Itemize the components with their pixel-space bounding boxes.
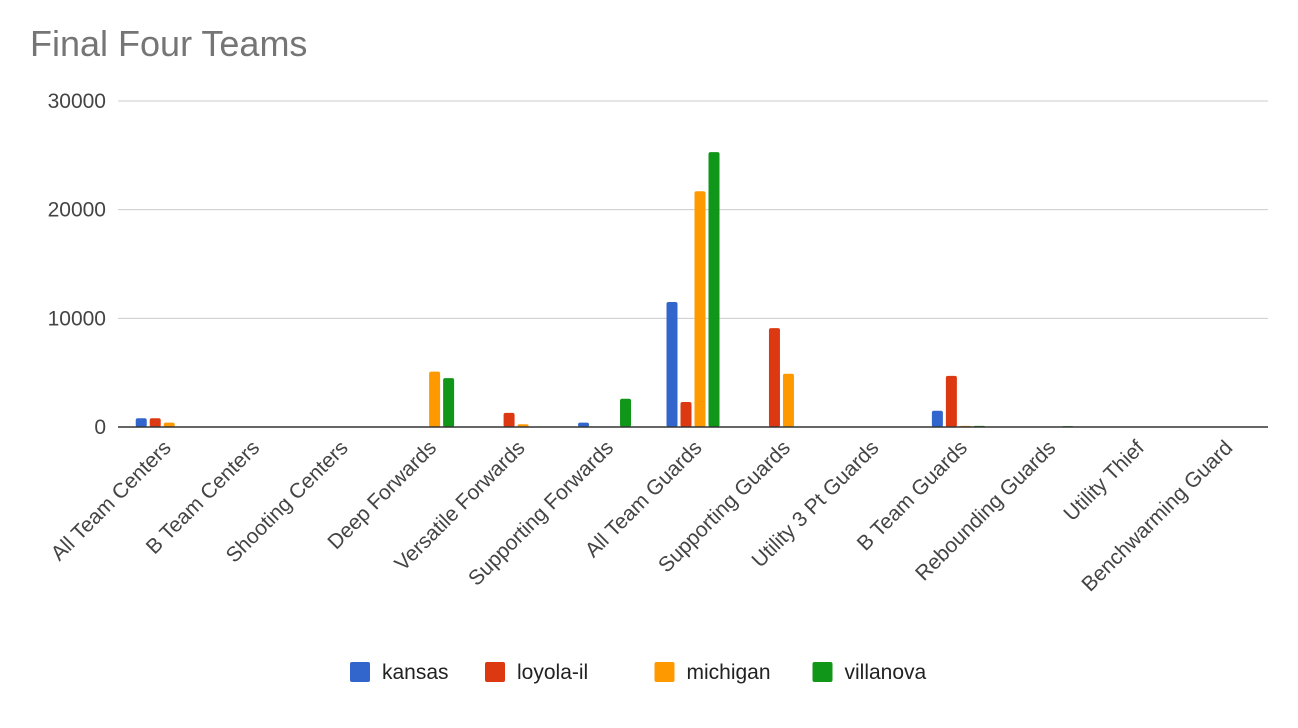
bar-villanova (443, 378, 455, 427)
legend-swatch (812, 662, 833, 682)
bar-loyola-il (149, 418, 161, 427)
y-tick-label: 10000 (48, 307, 106, 330)
x-tick-label: Benchwarming Guard (1077, 436, 1237, 596)
bar-villanova (708, 152, 720, 427)
bar-kansas (666, 302, 678, 427)
bar-michigan (429, 371, 441, 427)
bar-michigan (782, 373, 794, 427)
legend-item-loyola-il[interactable]: loyola-il (485, 661, 588, 684)
bar-michigan (694, 191, 706, 427)
legend-label: villanova (845, 661, 927, 684)
gridlines (118, 100, 1268, 319)
legend-label: kansas (382, 661, 449, 684)
bar-kansas (578, 422, 590, 427)
y-tick-label: 30000 (48, 90, 106, 113)
y-tick-label: 20000 (48, 199, 106, 222)
bar-loyola-il (503, 412, 515, 427)
legend: kansas loyola-il michigan villanova (350, 661, 927, 684)
bar-loyola-il (768, 328, 780, 427)
y-tick-label: 0 (94, 416, 106, 439)
legend-item-villanova[interactable]: villanova (812, 661, 927, 684)
y-axis-ticks: 0 10000 20000 30000 (48, 90, 106, 439)
x-tick-label: Utility Thief (1059, 436, 1149, 526)
legend-swatch (350, 662, 370, 682)
bar-michigan (163, 422, 175, 427)
bar-kansas (135, 418, 147, 427)
legend-label: loyola-il (517, 661, 588, 684)
bars (135, 152, 1074, 428)
bar-villanova (620, 398, 632, 427)
chart-title: Final Four Teams (30, 23, 307, 64)
bar-kansas (931, 410, 943, 427)
legend-label: michigan (687, 661, 771, 684)
bar-loyola-il (680, 402, 692, 427)
x-tick-label: Supporting Forwards (464, 436, 618, 590)
bar-loyola-il (945, 375, 957, 427)
legend-item-kansas[interactable]: kansas (350, 661, 449, 684)
legend-swatch (654, 662, 675, 682)
legend-item-michigan[interactable]: michigan (654, 661, 771, 684)
legend-swatch (485, 662, 505, 682)
